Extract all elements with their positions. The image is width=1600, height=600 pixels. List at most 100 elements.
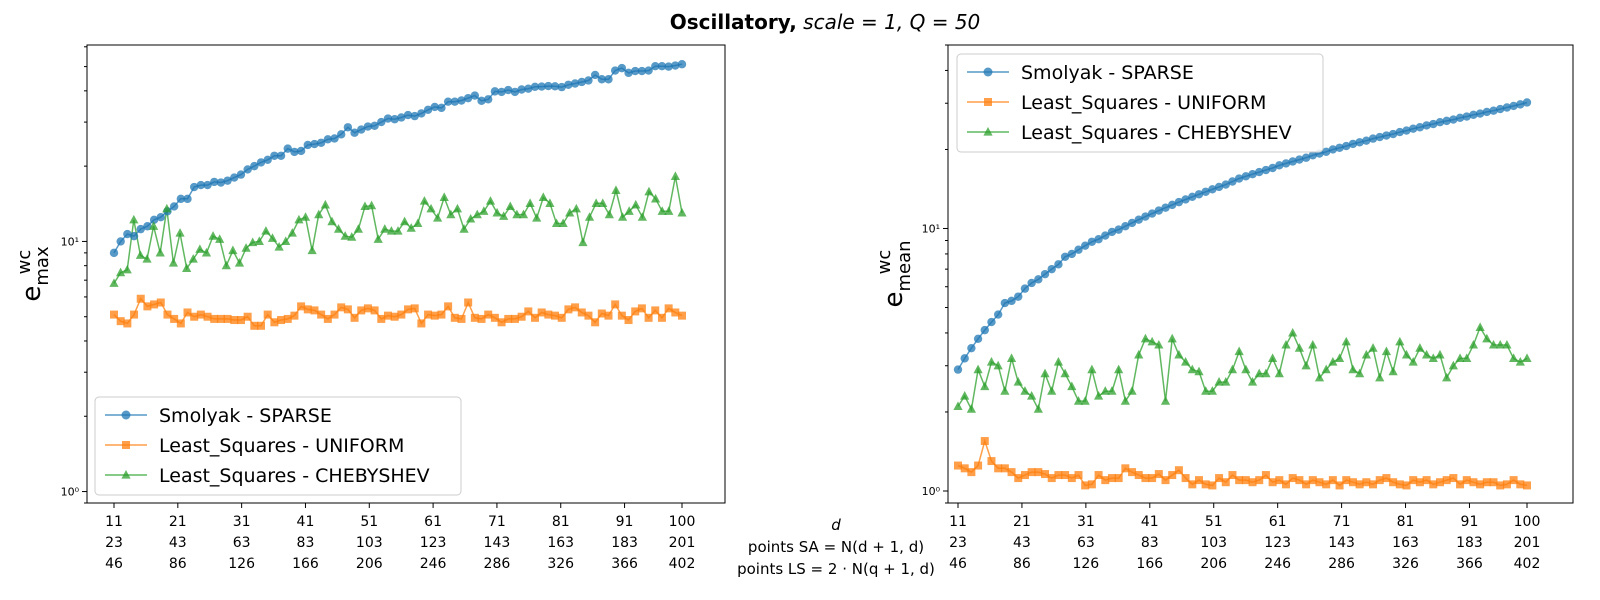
- data-point-least-squares-uniform: [1047, 474, 1056, 483]
- data-point-smolyak-sparse: [1475, 109, 1485, 118]
- xtick-label-sa: 103: [356, 535, 383, 551]
- data-point-smolyak-sparse: [1502, 103, 1512, 112]
- data-point-least-squares-chebyshev: [380, 224, 390, 233]
- data-point-least-squares-chebyshev: [1268, 353, 1278, 362]
- data-point-least-squares-chebyshev: [320, 199, 330, 209]
- data-point-least-squares-chebyshev: [953, 401, 963, 411]
- data-point-smolyak-sparse: [1362, 136, 1371, 145]
- data-point-smolyak-sparse: [557, 82, 566, 92]
- plot-mean-error-markers: [953, 98, 1532, 490]
- data-point-smolyak-sparse: [296, 146, 306, 156]
- data-point-least-squares-uniform: [664, 304, 673, 313]
- plot-mean-error: 10⁰ 10¹ 11 23 46 21 43 86 31 63 126 41 83 166 51 103 20…: [874, 44, 1574, 572]
- data-point-smolyak-sparse: [1020, 284, 1030, 293]
- data-point-smolyak-sparse: [390, 115, 399, 124]
- data-point-least-squares-chebyshev: [611, 185, 621, 194]
- legend-marker-least-squares-chebyshev: [983, 127, 993, 136]
- data-point-least-squares-chebyshev: [584, 212, 595, 221]
- data-point-least-squares-chebyshev: [492, 207, 502, 217]
- data-point-least-squares-uniform: [611, 300, 620, 309]
- data-point-least-squares-chebyshev: [485, 196, 496, 205]
- xtick-label-d: 91: [1461, 514, 1479, 530]
- plot-max-error-xaxis: 11 23 46 21 43 86 31 63 126 41 83 166 51 103 206 61 123 2…: [105, 503, 695, 572]
- data-point-smolyak-sparse: [550, 82, 560, 91]
- data-point-least-squares-uniform: [1074, 471, 1083, 480]
- data-point-least-squares-uniform: [270, 318, 279, 327]
- data-point-smolyak-sparse: [183, 194, 192, 204]
- data-point-smolyak-sparse: [1241, 172, 1251, 181]
- data-point-least-squares-uniform: [116, 317, 125, 326]
- data-point-least-squares-chebyshev: [446, 209, 456, 219]
- data-point-least-squares-uniform: [571, 303, 580, 312]
- data-point-least-squares-uniform: [657, 313, 666, 322]
- data-point-least-squares-uniform: [323, 314, 332, 323]
- plot-mean-error-yaxis: 10⁰ 10¹: [922, 44, 948, 504]
- data-point-least-squares-uniform: [1369, 480, 1378, 489]
- data-point-smolyak-sparse: [1188, 192, 1197, 202]
- data-point-smolyak-sparse: [1047, 264, 1056, 274]
- data-point-least-squares-uniform: [1174, 466, 1183, 475]
- data-point-least-squares-chebyshev: [1308, 339, 1318, 349]
- xtick-label-d: 51: [360, 514, 378, 530]
- data-point-least-squares-chebyshev: [966, 404, 976, 413]
- data-point-least-squares-uniform: [504, 314, 513, 323]
- data-point-least-squares-uniform: [1342, 476, 1351, 485]
- series-line-smolyak-sparse: [113, 63, 683, 254]
- data-point-least-squares-uniform: [1121, 464, 1130, 473]
- data-point-least-squares-uniform: [390, 312, 399, 321]
- xaxis-ls-label: points LS = 2 · N(q + 1, d): [737, 560, 935, 578]
- data-point-least-squares-uniform: [450, 313, 459, 322]
- xtick-label-sa: 23: [105, 535, 123, 551]
- data-point-smolyak-sparse: [644, 66, 653, 75]
- data-point-smolyak-sparse: [1248, 169, 1257, 179]
- legend-label-smolyak-sparse: Smolyak - SPARSE: [1021, 62, 1194, 84]
- data-point-smolyak-sparse: [604, 75, 613, 84]
- data-point-least-squares-uniform: [343, 305, 352, 314]
- data-point-smolyak-sparse: [437, 103, 446, 113]
- xtick-label-sa: 83: [297, 535, 315, 551]
- data-point-smolyak-sparse: [303, 140, 312, 150]
- data-point-smolyak-sparse: [116, 237, 125, 246]
- data-point-least-squares-uniform: [967, 468, 976, 477]
- xtick-label-ls: 366: [1456, 556, 1483, 572]
- data-point-least-squares-uniform: [551, 311, 560, 320]
- data-point-least-squares-uniform: [170, 314, 179, 323]
- data-point-least-squares-chebyshev: [1006, 353, 1017, 362]
- data-point-least-squares-chebyshev: [505, 201, 515, 211]
- data-point-least-squares-chebyshev: [221, 260, 231, 270]
- xtick-label-ls: 366: [611, 556, 638, 572]
- data-point-least-squares-uniform: [510, 314, 519, 323]
- data-point-least-squares-uniform: [437, 310, 446, 319]
- data-point-least-squares-uniform: [1288, 474, 1297, 483]
- data-point-least-squares-uniform: [1275, 476, 1284, 485]
- xtick-label-ls: 402: [669, 556, 696, 572]
- data-point-smolyak-sparse: [1429, 119, 1438, 129]
- data-point-least-squares-uniform: [1282, 480, 1291, 489]
- data-point-least-squares-chebyshev: [155, 247, 165, 257]
- data-point-least-squares-chebyshev: [1214, 377, 1224, 386]
- xtick-label-ls: 46: [949, 556, 967, 572]
- data-point-least-squares-chebyshev: [1254, 368, 1264, 378]
- data-point-smolyak-sparse: [1067, 249, 1077, 259]
- data-point-least-squares-uniform: [1509, 476, 1518, 485]
- data-point-smolyak-sparse: [1462, 112, 1471, 121]
- xtick-label-sa: 143: [1328, 535, 1355, 551]
- data-point-smolyak-sparse: [1121, 222, 1130, 231]
- data-point-least-squares-chebyshev: [1174, 349, 1184, 359]
- data-point-least-squares-uniform: [1235, 476, 1244, 485]
- data-point-least-squares-chebyshev: [644, 186, 654, 196]
- data-point-least-squares-uniform: [577, 308, 586, 317]
- data-point-least-squares-chebyshev: [1134, 349, 1144, 359]
- data-point-least-squares-chebyshev: [261, 226, 271, 235]
- data-point-least-squares-chebyshev: [307, 245, 317, 255]
- data-point-least-squares-chebyshev: [294, 214, 304, 224]
- data-point-least-squares-uniform: [1456, 480, 1465, 489]
- data-point-least-squares-uniform: [277, 316, 286, 325]
- data-point-least-squares-chebyshev: [1073, 396, 1084, 405]
- data-point-least-squares-chebyshev: [439, 192, 449, 201]
- data-point-smolyak-sparse: [357, 125, 366, 134]
- xtick-label-d: 81: [1397, 514, 1415, 530]
- xtick-label-d: 11: [949, 514, 967, 530]
- data-point-smolyak-sparse: [510, 87, 520, 97]
- data-point-least-squares-chebyshev: [347, 232, 357, 241]
